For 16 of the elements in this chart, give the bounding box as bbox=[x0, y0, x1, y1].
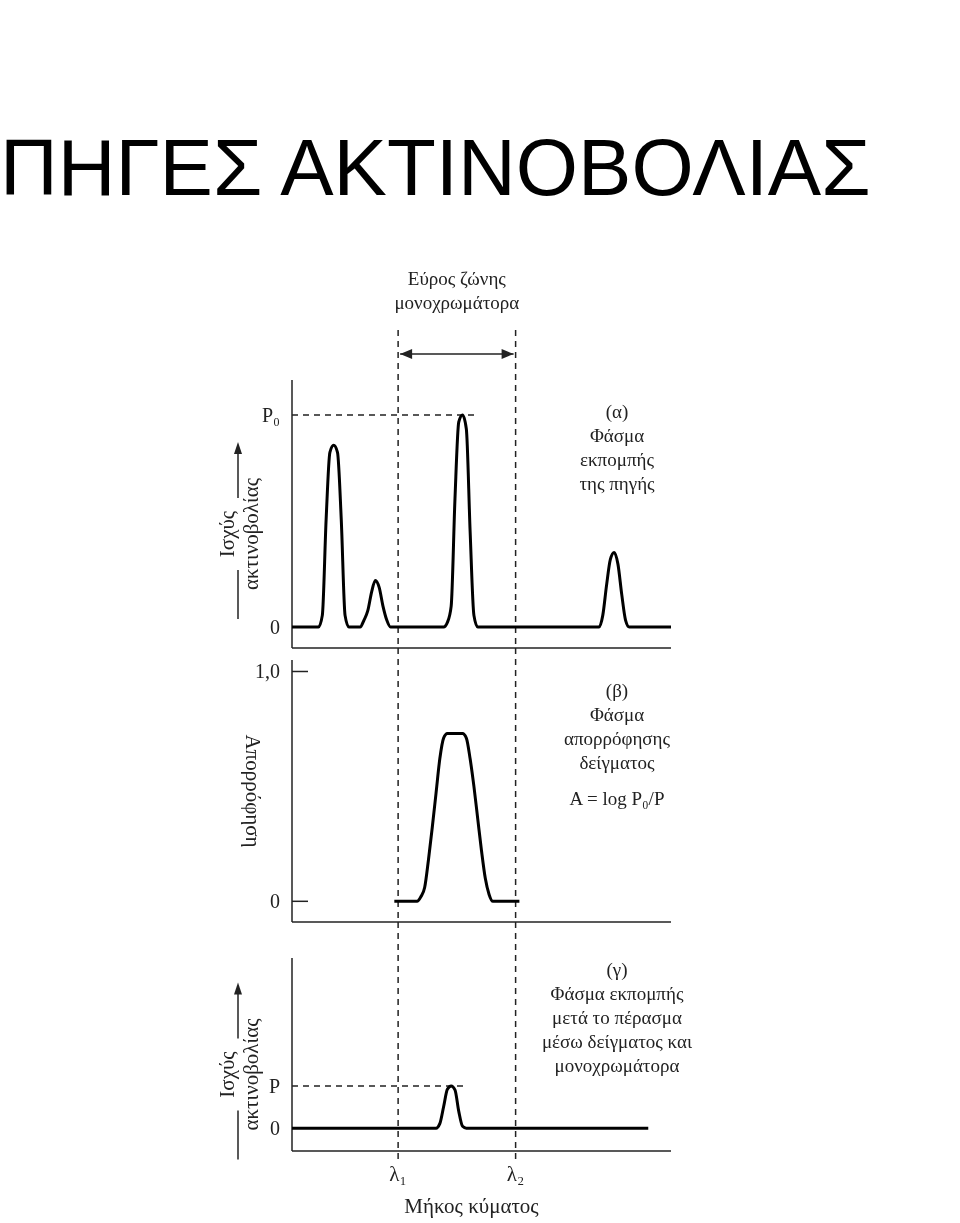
line-series bbox=[392, 732, 521, 903]
text: (γ) Φάσμα εκπομπής μετά το πέρασμα μέσω δείγματος και μονοχρωμάτορα bbox=[541, 959, 693, 1076]
y-tick-label: 1,0 bbox=[255, 660, 280, 683]
y-axis-title: Ισχύς ακτινοβολίας bbox=[215, 477, 263, 591]
x-tick-label: λ₂ bbox=[506, 1162, 525, 1186]
y-axis-title: Ισχύς ακτινοβολίας bbox=[215, 1017, 263, 1131]
annotation: (α) Φάσμα εκπομπής της πηγής bbox=[579, 401, 656, 494]
ref-line-label: P bbox=[268, 1075, 280, 1097]
annotation: A = log P₀/P bbox=[569, 788, 665, 809]
text: Εύρος ζώνης μονοχρωμάτορα bbox=[394, 268, 520, 313]
x-axis-title: Μήκος κύματος bbox=[404, 1194, 540, 1218]
ref-line-label: P₀ bbox=[261, 404, 281, 426]
chart-title: ΠΗΓΕΣ ΑΚΤΙΝΟΒΟΛΙΑΣ bbox=[0, 123, 871, 212]
y-axis-title: Απορρόφηση bbox=[241, 734, 265, 848]
x-tick-label: λ₁ bbox=[389, 1162, 407, 1186]
annotation: (β) Φάσμα απορρόφησης δείγματος bbox=[563, 680, 671, 773]
